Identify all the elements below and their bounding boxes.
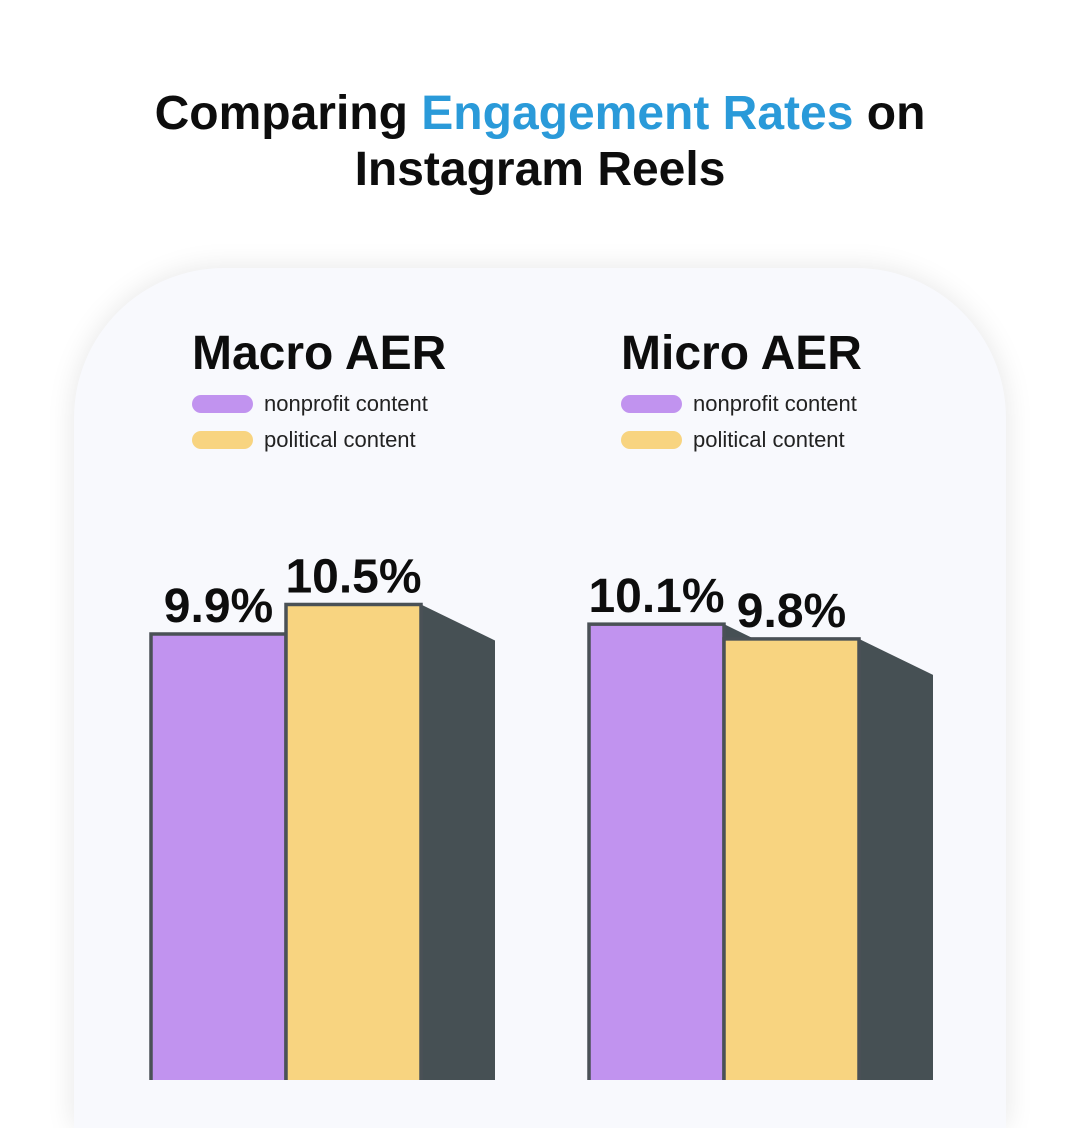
bar-political — [722, 637, 861, 1080]
bar-value-label: 10.5% — [285, 550, 421, 603]
macro-chart-title: Macro AER — [192, 327, 447, 380]
title-accent: Engagement Rates — [421, 87, 854, 140]
micro-legend-nonprofit: nonprofit content — [621, 391, 857, 416]
bar-shadow — [859, 638, 933, 1080]
macro-legend-political: political content — [192, 427, 416, 452]
legend-label: political content — [693, 427, 845, 452]
bar-political — [284, 602, 423, 1080]
bar-plot: 9.9%10.5% 10.1% 9.8% — [149, 550, 933, 1080]
bar-value-label: 9.8% — [737, 585, 846, 638]
legend-label: nonprofit content — [693, 391, 857, 416]
bar-nonprofit — [149, 632, 288, 1080]
bar-shadow — [421, 604, 495, 1080]
title-suffix: on — [853, 87, 926, 140]
political-swatch — [192, 431, 253, 449]
legend-label: political content — [264, 427, 416, 452]
legend-label: nonprofit content — [264, 391, 428, 416]
title-line2: Instagram Reels — [354, 143, 726, 196]
micro-chart-title: Micro AER — [621, 327, 862, 380]
micro-legend-political: political content — [621, 427, 845, 452]
page-title: Comparing Engagement Rates on Instagram R… — [0, 86, 1080, 198]
bar-nonprofit — [587, 622, 726, 1080]
political-swatch — [621, 431, 682, 449]
macro-legend-nonprofit: nonprofit content — [192, 391, 428, 416]
bar-value-label: 9.9% — [164, 580, 273, 633]
bar-value-label: 10.1% — [588, 570, 724, 623]
nonprofit-swatch — [621, 395, 682, 413]
nonprofit-swatch — [192, 395, 253, 413]
title-prefix: Comparing — [154, 87, 422, 140]
